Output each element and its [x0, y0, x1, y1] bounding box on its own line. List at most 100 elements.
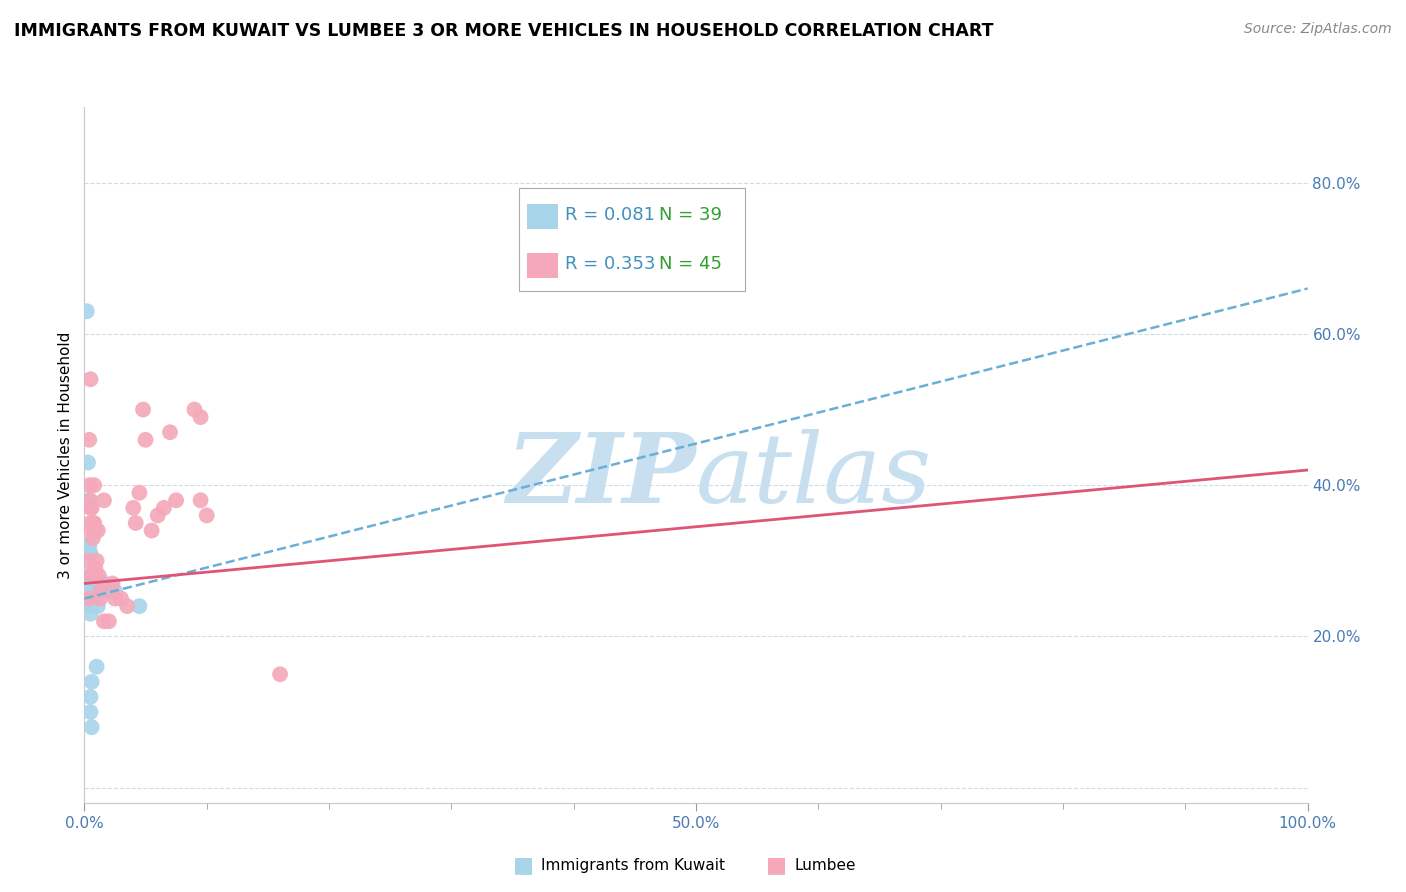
Text: Source: ZipAtlas.com: Source: ZipAtlas.com: [1244, 22, 1392, 37]
Point: [80, 674, 103, 689]
Point: [101, 576, 124, 591]
Point: [77, 584, 100, 599]
Point: [79, 569, 101, 583]
Point: [79, 591, 101, 606]
Point: [79, 599, 101, 614]
Point: [159, 425, 181, 440]
Point: [115, 599, 138, 614]
Point: [190, 493, 212, 508]
Point: [76, 304, 98, 318]
Point: [195, 508, 218, 523]
Point: [83, 478, 105, 492]
Point: [165, 493, 187, 508]
Point: [80, 524, 103, 538]
Point: [79, 372, 101, 386]
Point: [146, 508, 169, 523]
Point: [183, 402, 205, 417]
Point: [79, 516, 101, 530]
Point: [80, 584, 103, 599]
Point: [77, 478, 100, 492]
Point: [87, 599, 110, 614]
Point: [82, 516, 104, 530]
Point: [89, 584, 111, 599]
Point: [79, 500, 101, 515]
Point: [86, 576, 108, 591]
Text: IMMIGRANTS FROM KUWAIT VS LUMBEE 3 OR MORE VEHICLES IN HOUSEHOLD CORRELATION CHA: IMMIGRANTS FROM KUWAIT VS LUMBEE 3 OR MO…: [14, 22, 994, 40]
Point: [79, 705, 101, 719]
Point: [93, 615, 115, 629]
Point: [91, 576, 114, 591]
Point: [80, 591, 103, 606]
Point: [104, 584, 127, 599]
Point: [190, 410, 212, 425]
Point: [77, 546, 100, 560]
Text: ■: ■: [513, 855, 534, 875]
Point: [104, 591, 127, 606]
Point: [110, 591, 132, 606]
Point: [122, 500, 145, 515]
Point: [79, 493, 101, 508]
Point: [141, 524, 163, 538]
Point: [84, 584, 107, 599]
Point: [77, 433, 100, 447]
Point: [84, 561, 107, 575]
Point: [86, 554, 108, 568]
Point: [86, 659, 108, 673]
Point: [77, 554, 100, 568]
Point: [79, 584, 101, 599]
Point: [82, 531, 104, 545]
Point: [84, 524, 107, 538]
Point: [269, 667, 291, 681]
Point: [153, 500, 176, 515]
Point: [82, 576, 104, 591]
Text: N = 45: N = 45: [659, 254, 723, 273]
Point: [77, 455, 100, 469]
Point: [79, 607, 101, 621]
Point: [83, 516, 105, 530]
FancyBboxPatch shape: [519, 188, 745, 292]
Point: [77, 569, 100, 583]
Point: [89, 576, 111, 591]
Text: ■: ■: [766, 855, 787, 875]
Text: R = 0.081: R = 0.081: [565, 206, 655, 224]
Point: [79, 546, 101, 560]
Point: [77, 591, 100, 606]
Point: [79, 690, 101, 704]
Point: [83, 576, 105, 591]
Point: [79, 576, 101, 591]
Point: [77, 591, 100, 606]
Point: [77, 576, 100, 591]
Point: [93, 576, 115, 591]
Text: atlas: atlas: [696, 429, 932, 523]
Point: [80, 720, 103, 734]
Point: [77, 493, 100, 508]
Point: [128, 485, 150, 500]
Text: R = 0.353: R = 0.353: [565, 254, 655, 273]
Point: [77, 569, 100, 583]
Point: [86, 584, 108, 599]
Point: [89, 591, 111, 606]
Point: [128, 599, 150, 614]
Point: [87, 569, 110, 583]
Text: ZIP: ZIP: [506, 429, 696, 523]
Text: Lumbee: Lumbee: [794, 858, 856, 872]
Point: [84, 569, 107, 583]
Y-axis label: 3 or more Vehicles in Household: 3 or more Vehicles in Household: [58, 331, 73, 579]
Point: [87, 576, 110, 591]
Point: [97, 584, 120, 599]
Point: [79, 569, 101, 583]
Point: [80, 576, 103, 591]
Text: Immigrants from Kuwait: Immigrants from Kuwait: [541, 858, 725, 872]
Point: [80, 500, 103, 515]
Point: [77, 539, 100, 553]
Point: [93, 493, 115, 508]
Point: [135, 433, 157, 447]
Point: [132, 402, 155, 417]
FancyBboxPatch shape: [527, 253, 558, 277]
FancyBboxPatch shape: [527, 204, 558, 229]
Point: [125, 516, 148, 530]
Point: [77, 539, 100, 553]
Point: [97, 615, 120, 629]
Point: [87, 524, 110, 538]
Text: N = 39: N = 39: [659, 206, 723, 224]
